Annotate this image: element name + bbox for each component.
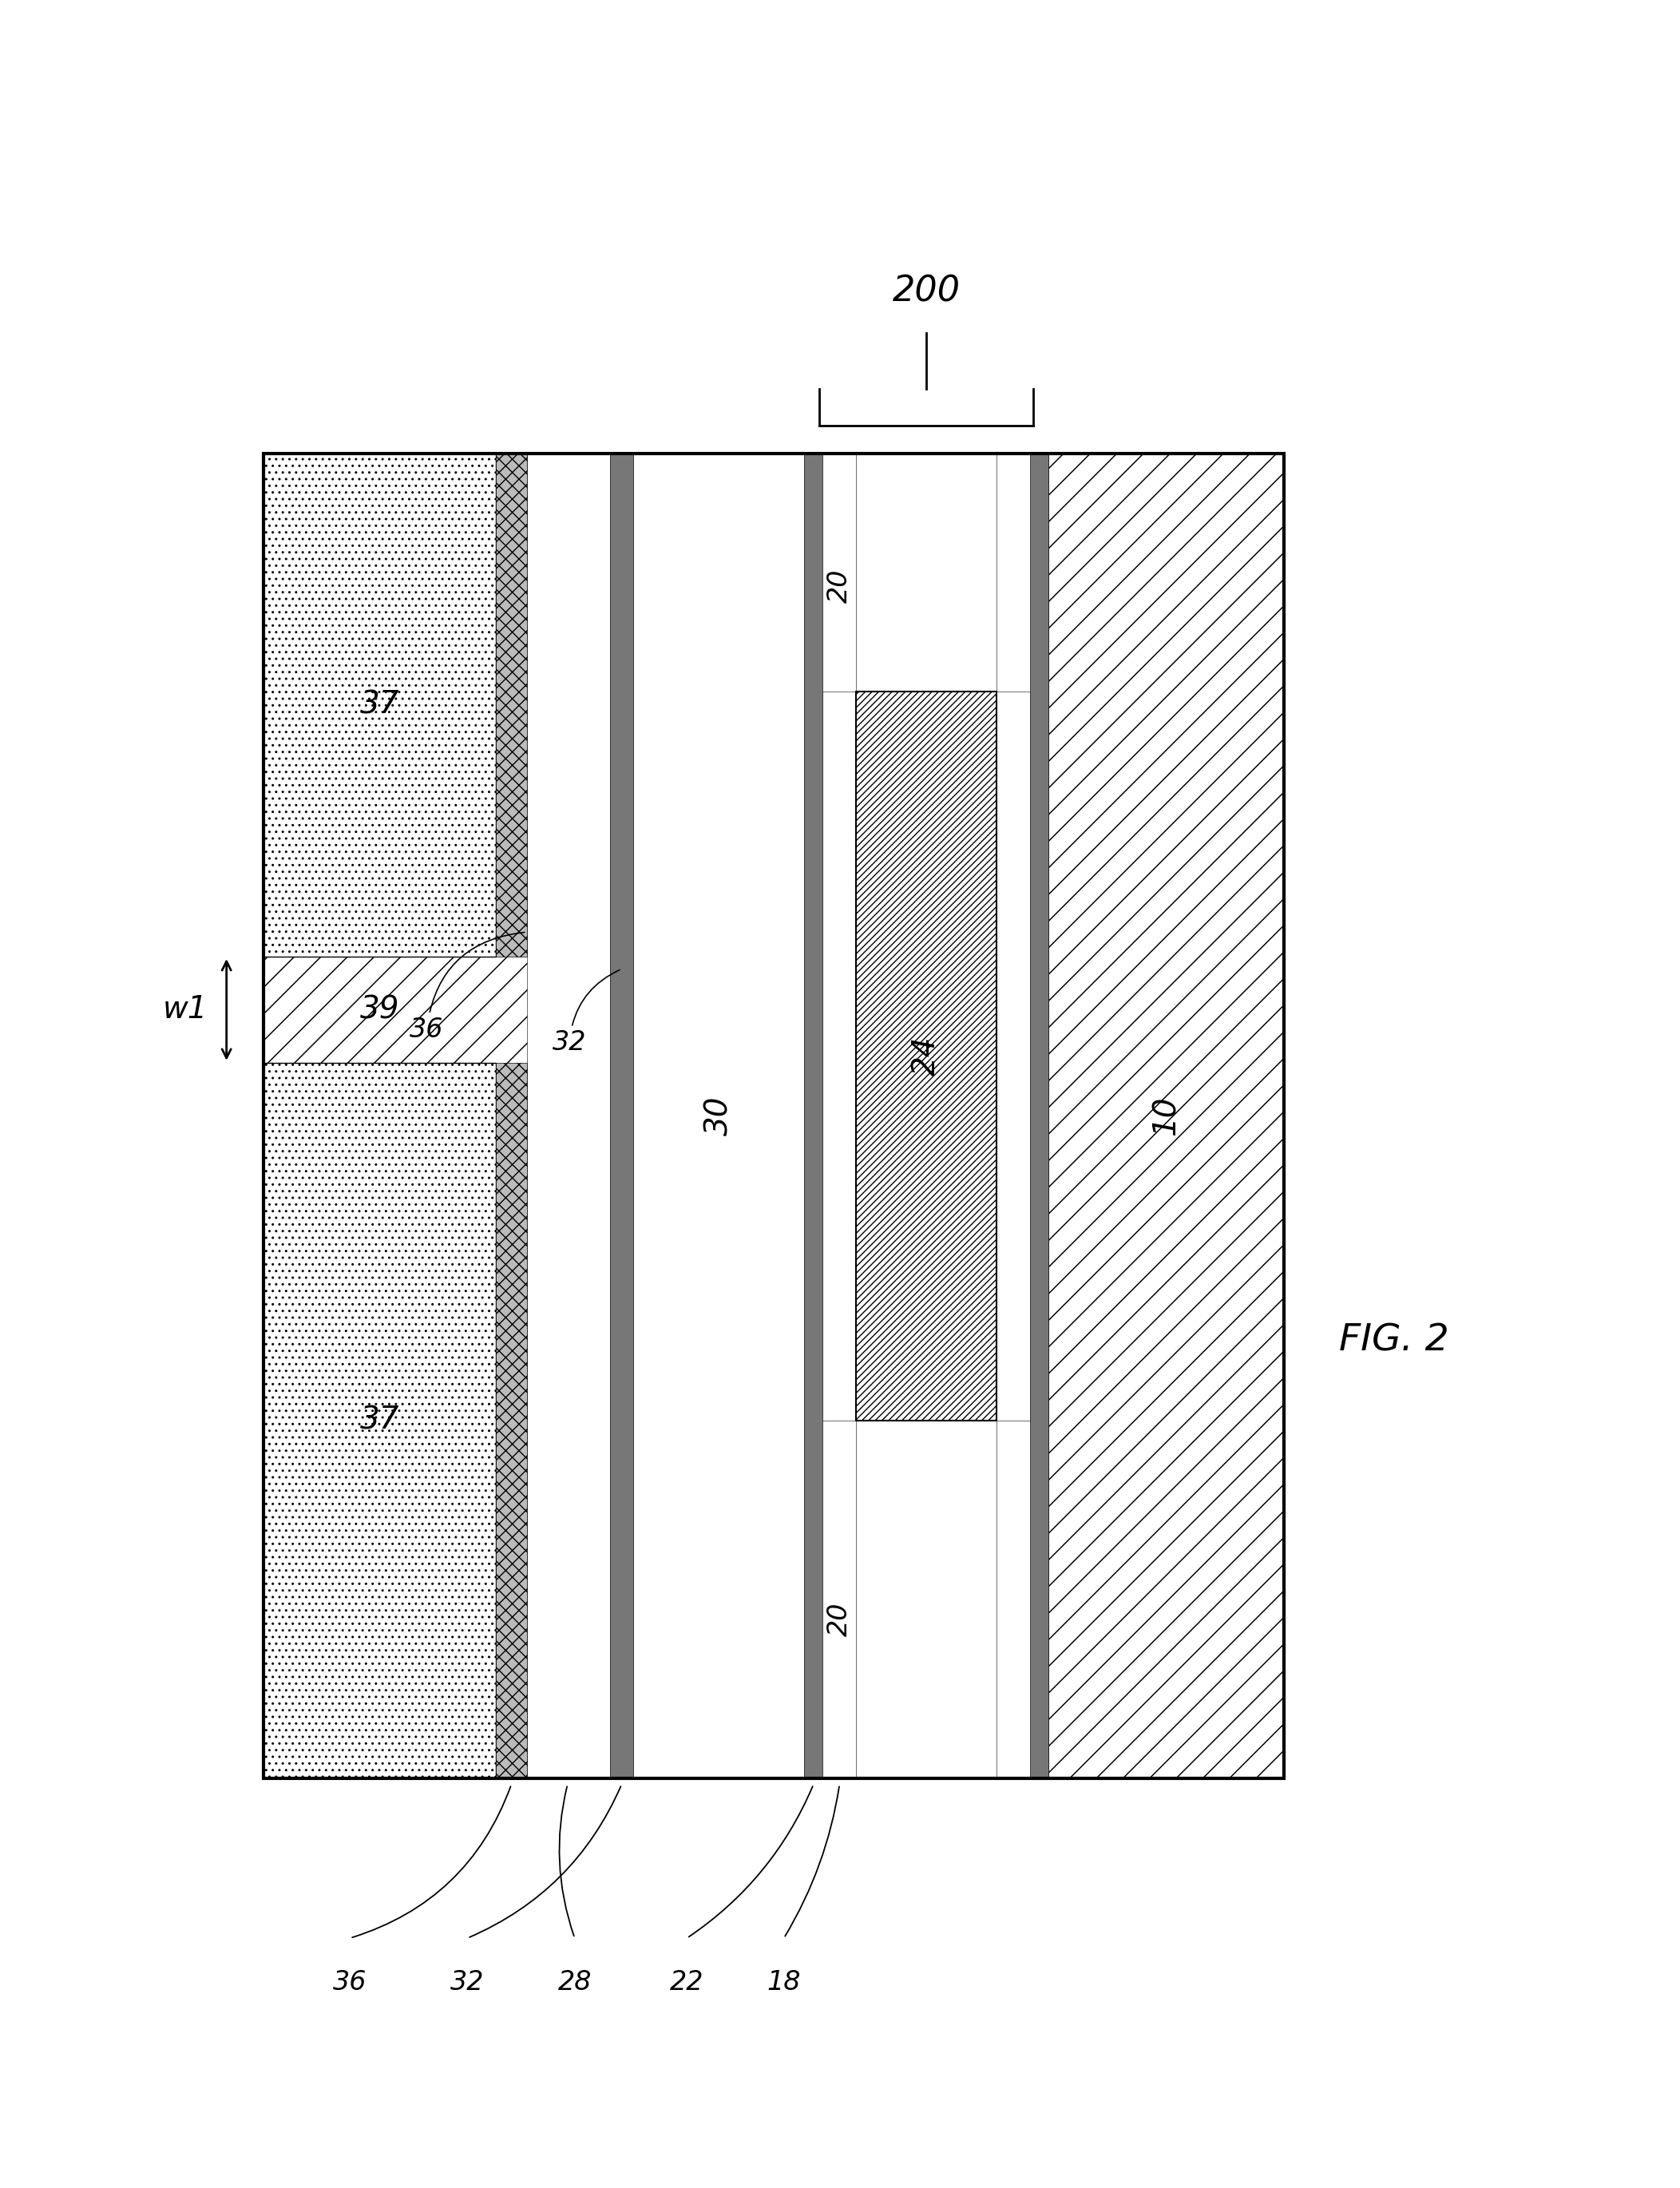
Text: 32: 32 [450,1969,484,1995]
Bar [1030,453,1048,1779]
Bar [857,691,996,1420]
Text: 37: 37 [360,1405,400,1435]
Bar [823,453,857,691]
Text: 36: 36 [410,932,524,1044]
Bar [264,453,1284,1779]
Text: 200: 200 [892,274,961,309]
Text: 20: 20 [827,569,853,602]
Text: 20: 20 [827,1602,853,1637]
Bar [264,453,1284,1779]
Text: 36: 36 [333,1969,368,1995]
Bar [496,1063,528,1779]
Bar [996,453,1030,691]
Text: 10: 10 [1151,1096,1181,1136]
Text: 32: 32 [553,969,620,1057]
Text: 24: 24 [911,1037,941,1076]
Bar [823,1420,857,1779]
Text: 39: 39 [360,996,400,1024]
Bar [264,1063,496,1779]
Text: FIG. 2: FIG. 2 [1339,1324,1450,1359]
Text: 22: 22 [670,1969,704,1995]
Bar [496,453,528,956]
Bar [264,453,1284,1779]
Bar [528,453,1048,1779]
Text: 28: 28 [558,1969,591,1995]
Bar [610,453,633,1779]
Bar [805,453,823,1779]
Bar [264,453,496,956]
Text: 30: 30 [704,1096,734,1136]
Text: 37: 37 [360,689,400,720]
Bar [996,1420,1030,1779]
Text: w1: w1 [163,996,208,1024]
Text: 18: 18 [768,1969,801,1995]
